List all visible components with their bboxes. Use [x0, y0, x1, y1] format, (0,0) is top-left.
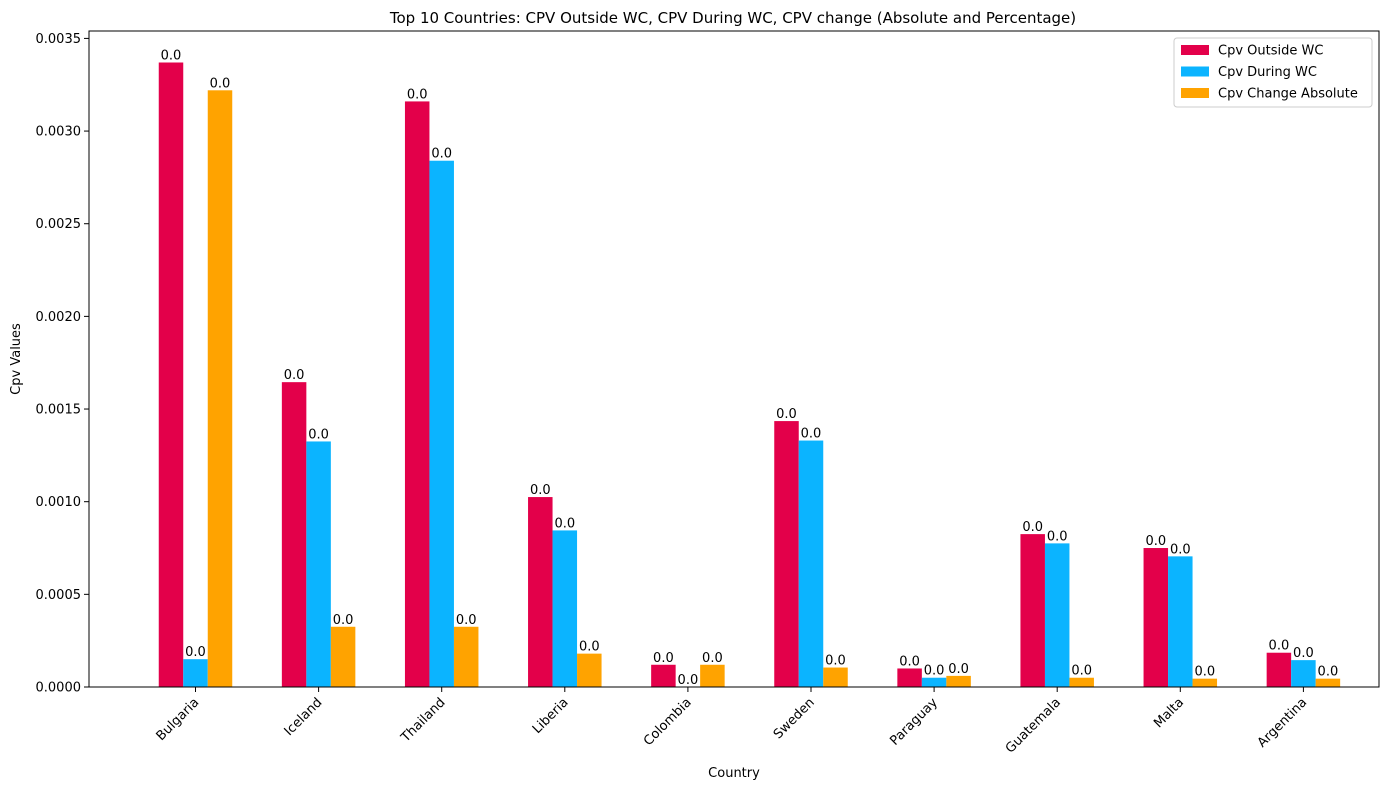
y-tick-label-0: 0.0000 [36, 681, 82, 696]
bar-2-3 [577, 653, 602, 687]
x-tick-label-4: Colombia [641, 695, 695, 749]
data-label-2-4: 0.0 [702, 651, 723, 666]
data-label-0-5: 0.0 [776, 407, 797, 422]
legend: Cpv Outside WC Cpv During WC Cpv Change Ab… [1173, 37, 1373, 108]
bar-0-5 [774, 421, 799, 687]
bar-0-7 [1020, 534, 1045, 687]
y-tick-label-1: 0.0005 [36, 588, 82, 603]
bar-1-5 [798, 440, 824, 687]
data-label-1-4: 0.0 [678, 673, 699, 688]
series-2: 0.00.0 0.00.00.0 0.00.0 0.0 0.0 0.0 [207, 76, 1341, 688]
data-label-0-8: 0.0 [1145, 534, 1166, 549]
data-label-1-0: 0.0 [185, 645, 206, 660]
data-label-0-7: 0.0 [1022, 520, 1043, 535]
data-label-2-6: 0.0 [948, 662, 969, 677]
data-label-2-1: 0.0 [333, 613, 354, 628]
series-0: 0.00.00.00.00.00.00.00.00.00.0 [158, 49, 1292, 688]
y-axis: 0.0000 0.0005 0.0010 0.0015 0.0020 0.0025 0.00… [36, 32, 89, 696]
x-tick-label-2: Thailand [398, 695, 449, 746]
data-label-0-9: 0.0 [1269, 639, 1290, 654]
bar-1-9 [1291, 660, 1316, 687]
bar-2-2 [453, 626, 479, 687]
y-tick-label-3: 0.0015 [36, 403, 82, 418]
bar-1-3 [552, 530, 578, 687]
bar-1-7 [1044, 543, 1070, 687]
data-label-0-6: 0.0 [899, 654, 920, 669]
data-label-0-2: 0.0 [407, 87, 428, 102]
plot-area: 0.00.00.00.00.00.00.00.00.00.00.00.00.00… [158, 49, 1341, 688]
bar-2-6 [946, 675, 971, 687]
bar-2-5 [823, 667, 848, 687]
bar-0-9 [1266, 652, 1292, 687]
y-tick-label-7: 0.0035 [36, 32, 82, 47]
bar-1-6 [921, 677, 947, 687]
data-label-0-3: 0.0 [530, 483, 551, 498]
legend-box [1173, 37, 1373, 108]
data-label-2-3: 0.0 [579, 640, 600, 655]
legend-swatch-2 [1181, 88, 1209, 98]
axes-frame [88, 30, 1380, 688]
bar-2-1 [330, 626, 356, 687]
bar-0-8 [1143, 548, 1169, 687]
legend-label-2: Cpv Change Absolute [1218, 87, 1358, 102]
data-label-1-6: 0.0 [924, 664, 945, 679]
bar-0-3 [528, 497, 553, 687]
bar-1-2 [429, 160, 454, 688]
x-tick-label-8: Malta [1151, 695, 1187, 731]
data-label-1-2: 0.0 [431, 147, 452, 162]
data-label-2-9: 0.0 [1318, 665, 1339, 680]
legend-swatch-1 [1181, 66, 1209, 77]
series-1: 0.00.00.00.00.00.00.00.00.00.0 [183, 147, 1316, 688]
bar-0-0 [158, 62, 184, 687]
bar-1-1 [306, 441, 331, 687]
data-label-1-9: 0.0 [1293, 646, 1314, 661]
bar-0-4 [651, 664, 676, 687]
bar-2-8 [1192, 678, 1218, 687]
legend-label-0: Cpv Outside WC [1218, 44, 1323, 59]
bar-1-0 [183, 659, 208, 687]
x-tick-label-7: Guatemala [1003, 695, 1064, 756]
data-label-2-8: 0.0 [1194, 665, 1215, 680]
data-label-1-8: 0.0 [1170, 542, 1191, 557]
legend-swatch-0 [1181, 45, 1209, 55]
x-tick-label-0: Bulgaria [154, 695, 203, 744]
y-tick-label-4: 0.0020 [36, 310, 82, 325]
x-axis-label: Country [708, 766, 760, 781]
data-label-2-7: 0.0 [1071, 664, 1092, 679]
data-label-0-1: 0.0 [284, 368, 305, 383]
x-axis: Bulgaria Iceland Thailand Liberia Colombia Sw… [154, 687, 1310, 756]
x-tick-label-5: Sweden [771, 695, 818, 742]
bar-0-1 [281, 382, 307, 687]
bar-1-8 [1168, 556, 1193, 687]
bar-2-0 [207, 90, 233, 688]
y-tick-label-6: 0.0030 [36, 125, 82, 140]
data-label-2-5: 0.0 [825, 654, 846, 669]
bar-2-7 [1069, 677, 1094, 687]
data-label-1-3: 0.0 [554, 516, 575, 531]
x-tick-label-3: Liberia [530, 695, 572, 737]
bar-0-6 [897, 668, 922, 687]
y-tick-label-5: 0.0025 [36, 217, 82, 232]
data-label-0-4: 0.0 [653, 651, 674, 666]
data-label-2-2: 0.0 [456, 613, 477, 628]
bar-2-9 [1315, 678, 1341, 687]
chart-title: Top 10 Countries: CPV Outside WC, CPV Du… [389, 9, 1076, 27]
bar-0-2 [404, 101, 430, 688]
x-tick-label-1: Iceland [282, 695, 326, 739]
y-axis-label: Cpv Values [9, 323, 24, 395]
legend-label-1: Cpv During WC [1218, 65, 1317, 80]
data-label-1-7: 0.0 [1047, 529, 1068, 544]
bar-2-4 [700, 664, 725, 687]
data-label-1-1: 0.0 [308, 427, 329, 442]
data-label-1-5: 0.0 [801, 427, 822, 442]
data-label-2-0: 0.0 [210, 76, 231, 91]
data-label-0-0: 0.0 [161, 49, 182, 64]
y-tick-label-2: 0.0010 [36, 495, 82, 510]
x-tick-label-9: Argentina [1255, 695, 1310, 750]
x-tick-label-6: Paraguay [887, 695, 941, 749]
